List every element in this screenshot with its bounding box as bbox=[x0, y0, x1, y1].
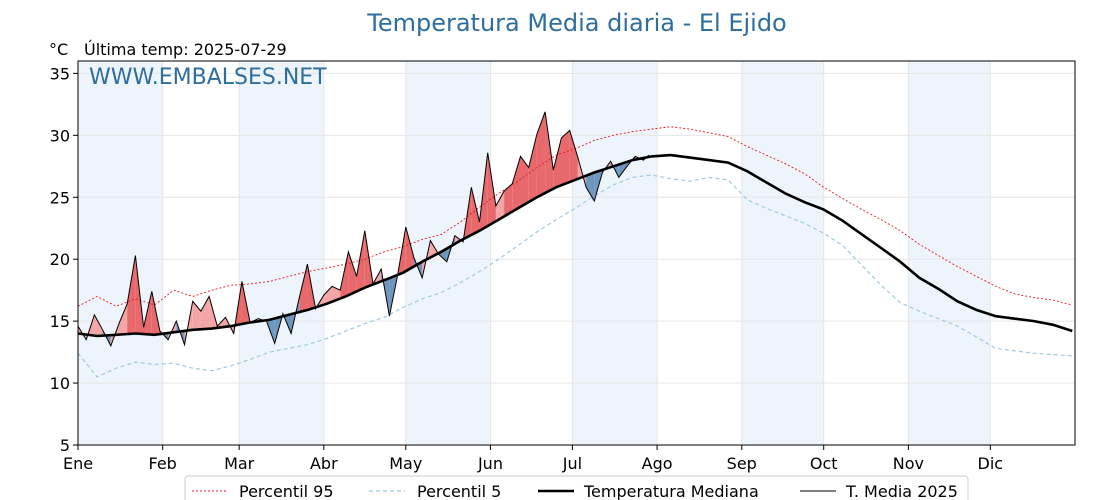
y-tick-label: 20 bbox=[50, 250, 70, 269]
anomaly-above-fill bbox=[553, 137, 562, 189]
anomaly-above-fill bbox=[356, 230, 365, 292]
anomaly-above-fill bbox=[569, 130, 578, 183]
y-tick-label: 25 bbox=[50, 188, 70, 207]
anomaly-above-fill bbox=[504, 183, 513, 217]
anomaly-above-fill bbox=[323, 286, 333, 305]
watermark-text: WWW.EMBALSES.NET bbox=[89, 65, 327, 90]
unit-label: °C bbox=[49, 40, 68, 59]
legend-label: Percentil 95 bbox=[239, 482, 334, 500]
x-tick-label: Ene bbox=[63, 454, 93, 473]
legend-label: Percentil 5 bbox=[417, 482, 501, 500]
x-tick-label: Abr bbox=[310, 454, 338, 473]
anomaly-above-fill bbox=[512, 156, 521, 212]
anomaly-above-fill bbox=[520, 156, 529, 207]
anomaly-below-fill bbox=[438, 248, 447, 262]
anomaly-above-fill bbox=[495, 191, 505, 222]
x-tick-label: Oct bbox=[810, 454, 838, 473]
anomaly-above-fill bbox=[471, 187, 480, 235]
series-lines bbox=[77, 111, 1073, 378]
month-band bbox=[78, 61, 163, 445]
legend-label: T. Media 2025 bbox=[845, 482, 958, 500]
x-tick-label: Nov bbox=[893, 454, 924, 473]
anomaly-above-fill bbox=[94, 314, 103, 336]
x-tick-label: Jul bbox=[562, 454, 582, 473]
last-temp-label: Última temp: 2025-07-29 bbox=[84, 40, 287, 59]
month-bands bbox=[78, 61, 991, 445]
legend-box bbox=[184, 475, 969, 500]
anomaly-above-fill bbox=[299, 264, 308, 313]
anomaly-above-fill bbox=[545, 111, 554, 194]
anomaly-below-fill bbox=[586, 172, 595, 201]
median-line bbox=[77, 153, 1073, 338]
month-band bbox=[741, 61, 824, 445]
anomaly-fills bbox=[78, 111, 649, 346]
x-tick-label: Sep bbox=[727, 454, 757, 473]
anomaly-above-fill bbox=[561, 130, 570, 186]
anomaly-above-fill bbox=[487, 152, 496, 226]
anomaly-above-fill bbox=[127, 255, 136, 335]
x-tick-label: May bbox=[389, 454, 422, 473]
x-tick-label: Mar bbox=[224, 454, 255, 473]
y-tick-label: 30 bbox=[50, 126, 70, 145]
anomaly-above-fill bbox=[118, 303, 128, 335]
anomaly-above-fill bbox=[332, 286, 341, 302]
anomaly-above-fill bbox=[536, 111, 546, 198]
percentile-5-line bbox=[77, 174, 1073, 378]
month-band bbox=[239, 61, 324, 445]
legend: Percentil 95 Percentil 5 Temperatura Media… bbox=[184, 475, 969, 500]
y-axis: 5 10 15 20 25 30 35 bbox=[50, 64, 78, 455]
x-tick-label: Feb bbox=[149, 454, 177, 473]
plot-frame bbox=[77, 60, 1076, 446]
month-band bbox=[572, 61, 658, 445]
x-axis: Ene Feb Mar Abr May Jun Jul Ago Sep Oct Nov Dic bbox=[63, 445, 1003, 473]
x-tick-label: Dic bbox=[978, 454, 1004, 473]
month-band bbox=[908, 61, 991, 445]
y-tick-label: 10 bbox=[50, 374, 70, 393]
y-tick-label: 35 bbox=[50, 64, 70, 83]
y-tick-label: 15 bbox=[50, 312, 70, 331]
y-tick-label: 5 bbox=[60, 436, 70, 455]
legend-label: Temperatura Mediana bbox=[583, 482, 759, 500]
chart-title: Temperatura Media diaria - El Ejido bbox=[366, 9, 786, 37]
anomaly-above-fill bbox=[405, 226, 414, 272]
x-tick-label: Ago bbox=[642, 454, 673, 473]
anomaly-above-fill bbox=[528, 134, 537, 203]
x-tick-label: Jun bbox=[477, 454, 503, 473]
anomaly-below-fill bbox=[618, 161, 628, 178]
anomaly-above-fill bbox=[192, 301, 201, 330]
anomaly-above-fill bbox=[200, 296, 210, 330]
current-year-line bbox=[77, 111, 650, 348]
